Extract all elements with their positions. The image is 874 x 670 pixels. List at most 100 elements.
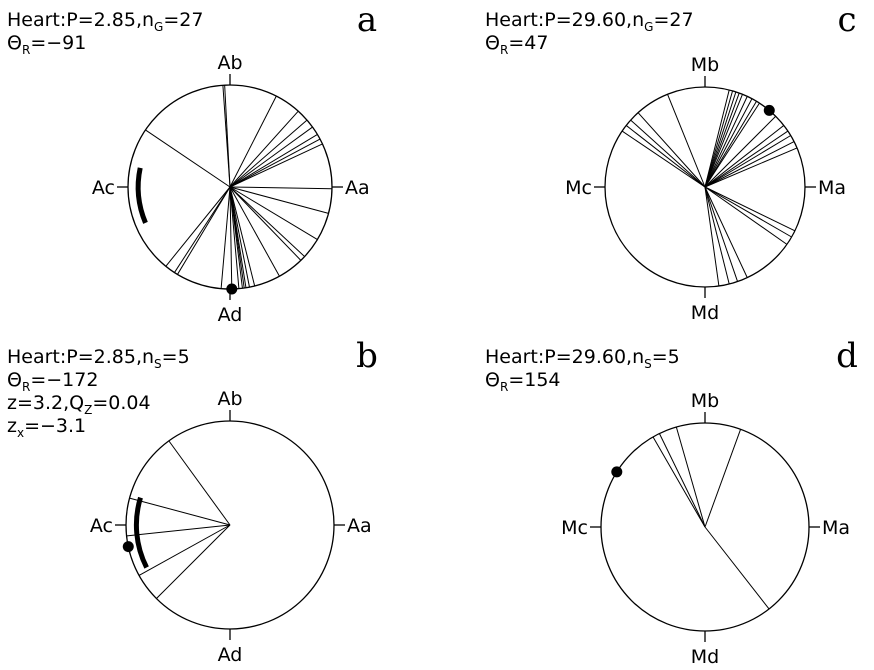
panel-c-axis-label-right: Ma (818, 177, 846, 199)
panel-a-radial-line (220, 186, 231, 289)
panel-d-radial-line (675, 426, 706, 528)
panel-b-radial-line (126, 524, 231, 537)
panel-b-axis-label-left: Ac (90, 515, 113, 537)
panel-c-radial-line (704, 90, 734, 188)
panel-a-axis-label-left: Ac (92, 177, 115, 199)
panel-a-radial-line (229, 186, 318, 240)
panel-c-radial-line (630, 119, 706, 188)
panel-a-radial-line (229, 186, 280, 277)
panel-b-header-line: ΘR=−172 (7, 369, 98, 394)
panel-a-radial-line (229, 134, 318, 188)
panel-c-radial-line (704, 186, 792, 238)
panel-a-header-line: ΘR=−91 (7, 32, 86, 57)
panel-b-axis-label-right: Aa (347, 515, 372, 537)
panel-a-radial-line (229, 186, 302, 261)
panel-b-radial-line (168, 440, 231, 526)
panel-b-header-line: Heart:P=2.85,nS=5 (7, 346, 190, 371)
panel-a-radial-line (145, 129, 231, 188)
panel-a-radial-line (229, 126, 313, 188)
panel-c-axis-label-left: Mc (565, 177, 592, 199)
panel-c-axis-label-bottom: Md (691, 302, 719, 324)
panel-a-radial-line (229, 186, 332, 190)
panel-a-radial-line (229, 138, 321, 188)
panel-c-radial-line (704, 92, 740, 188)
panel-a-axis-label-bottom: Ad (218, 304, 243, 326)
panel-c-radial-line (704, 91, 737, 188)
panel-b: Heart:P=2.85,nS=5ΘR=−172z=3.2,QZ=0.04zx=… (7, 346, 372, 666)
panel-b-confidence-arc (133, 496, 149, 569)
panel-letter-b: b (356, 336, 378, 376)
panel-d-header-line: ΘR=154 (485, 369, 561, 394)
panel-b-header-line: z=3.2,QZ=0.04 (7, 392, 151, 417)
panel-a-radial-line (224, 85, 231, 188)
panel-b-radial-line (138, 524, 231, 576)
panel-c-radial-line (704, 94, 743, 188)
panel-d-radial-line (652, 436, 706, 528)
panel-c-header-line: Heart:P=29.60,nG=27 (485, 9, 694, 34)
panel-b-marker-dot (122, 541, 134, 553)
panel-letter-c: c (837, 0, 856, 40)
panel-c-radial-line (637, 112, 706, 188)
panel-a-radial-line (229, 186, 305, 257)
panel-c-radial-line (704, 102, 760, 188)
panel-a-radial-line (174, 186, 231, 273)
panel-a-confidence-arc (135, 167, 148, 224)
panel-a-radial-line (229, 119, 308, 188)
panel-d-header-line: Heart:P=29.60,nS=5 (485, 346, 680, 371)
panel-b-axis-label-top: Ab (217, 388, 242, 410)
panel-c-radial-line (704, 141, 795, 188)
panel-d-axis-label-right: Ma (822, 517, 850, 539)
panel-a-radial-line (229, 186, 233, 289)
panel-c-radial-line (704, 186, 788, 245)
panel-a-radial-line (229, 110, 299, 188)
panel-a-axis-label-right: Aa (345, 177, 370, 199)
panel-b-axis-label-bottom: Ad (218, 644, 243, 666)
panel-a-axis-label-top: Ab (217, 52, 242, 74)
panel-d-axis-label-top: Mb (691, 390, 719, 412)
panel-c-radial-line (704, 186, 739, 282)
panel-a-radial-line (229, 95, 277, 188)
panel-c-radial-line (704, 186, 748, 278)
panel-a-marker-dot (226, 283, 238, 295)
panel-a-radial-line (165, 186, 231, 267)
panel-c-axis-label-top: Mb (691, 54, 719, 76)
panel-c-radial-line (704, 125, 785, 188)
panel-d-radial-line (704, 526, 770, 610)
panel-c-radial-line (704, 101, 757, 188)
panel-c-header-line: ΘR=47 (485, 32, 548, 57)
panel-a-radial-line (229, 186, 243, 289)
panel-c-radial-line (704, 186, 730, 285)
panel-a-radial-line (177, 186, 231, 275)
panel-c-marker-dot (763, 104, 775, 116)
panel-d-axis-label-bottom: Md (691, 646, 719, 668)
panel-d-axis-label-left: Mc (561, 517, 588, 539)
panel-a-header-line: Heart:P=2.85,nG=27 (7, 9, 203, 34)
panel-d-radial-line (658, 433, 706, 528)
panel-c-radial-line (704, 96, 748, 188)
panel-c-radial-line (704, 186, 720, 287)
panel-a-radial-line (229, 143, 323, 188)
panel-c-radial-line (704, 98, 753, 188)
panel-d-radial-line (704, 429, 742, 528)
panel-c-radial-line (704, 147, 798, 188)
panel-c-radial-line (704, 135, 791, 188)
panel-c-radial-line (704, 115, 777, 188)
panel-a-radial-line (229, 186, 240, 289)
panel-b-radial-line (129, 497, 231, 526)
panel-c-radial-line (704, 186, 796, 232)
panel-a-radial-line (229, 186, 250, 288)
panel-a-radial-line (229, 186, 329, 214)
panel-c-radial-line (621, 130, 706, 188)
panel-c-radial-line (704, 89, 730, 188)
panel-d-marker-dot (611, 466, 623, 478)
panel-b-radial-line (156, 524, 231, 599)
panel-c-radial-line (625, 125, 706, 188)
panel-b-header-line: zx=−3.1 (7, 415, 86, 440)
panel-c-radial-line (667, 94, 706, 188)
panel-d: Heart:P=29.60,nS=5ΘR=154 Mb Md Ma Mc (485, 346, 850, 668)
panel-a-radial-line (229, 186, 256, 287)
panel-c-radial-line (704, 130, 789, 188)
